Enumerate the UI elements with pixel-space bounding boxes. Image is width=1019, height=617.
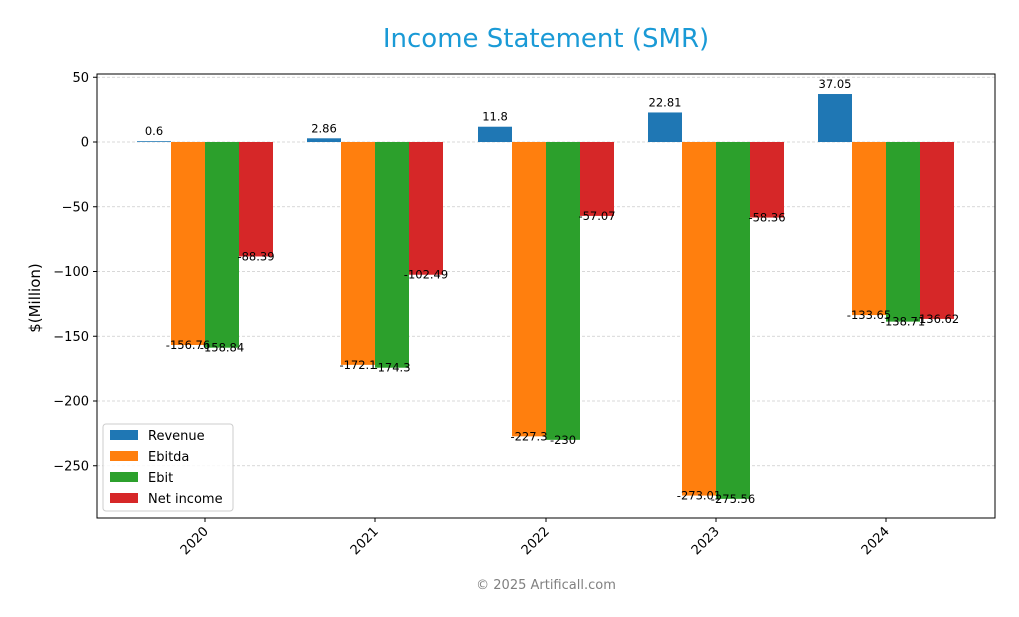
data-label: 11.8 [482,110,508,124]
data-label: -172.1 [339,358,376,372]
data-label: -230 [550,433,576,447]
x-tick-label: 2021 [348,524,382,558]
bar-ebitda [852,142,886,316]
bar-revenue [478,126,512,142]
bar-revenue [648,112,682,142]
y-axis-label: $(Million) [26,263,44,333]
bar-ebit [886,142,920,322]
bar-ebit [375,142,409,368]
y-tick-label: −50 [62,200,89,215]
bar-net-income [750,142,784,218]
data-label: -158.84 [200,341,244,355]
y-tick-label: −250 [53,459,89,474]
data-labels-layer: 0.6 2.86 11.8 22.81 37.05 -156.76 -172.1 -227.3… [145,77,959,506]
data-label: -156.76 [166,338,210,352]
legend-swatch [110,430,138,440]
bar-ebit [205,142,239,348]
bar-net-income [239,142,273,257]
data-label: -275.56 [711,492,755,506]
legend-label: Net income [148,492,223,507]
data-label: -227.3 [510,429,547,443]
data-label: -58.36 [748,211,785,225]
y-tick-label: 0 [81,136,89,151]
bar-ebitda [512,142,546,437]
y-axis: 50 0 −50 −100 −150 −200 −250 [53,71,97,474]
legend: Revenue Ebitda Ebit Net income [102,423,234,512]
data-label: -138.71 [881,315,925,329]
data-label: 37.05 [819,77,852,91]
data-label: -136.62 [915,312,959,326]
x-tick-label: 2023 [689,524,723,558]
legend-swatch [110,493,138,503]
legend-swatch [110,472,138,482]
chart-title: Income Statement (SMR) [383,24,709,54]
footer-copyright: © 2025 Artificall.com [476,578,616,593]
bar-net-income [580,142,614,216]
data-label: 22.81 [649,95,682,109]
y-tick-label: 50 [72,71,89,86]
legend-label: Ebitda [148,450,189,465]
x-tick-label: 2020 [178,524,212,558]
data-label: -102.49 [404,268,448,282]
bar-revenue [307,138,341,142]
legend-label: Ebit [148,471,173,486]
legend-label: Revenue [148,429,205,444]
bar-ebitda [341,142,375,365]
bars-layer [137,94,954,499]
y-tick-label: −100 [53,265,89,280]
bar-ebitda [171,142,205,346]
bar-ebitda [682,142,716,496]
data-label: -273.01 [677,489,721,503]
y-tick-label: −150 [53,330,89,345]
data-label: -174.3 [373,361,410,375]
bar-net-income [920,142,954,319]
x-tick-label: 2022 [519,524,553,558]
bar-revenue [137,141,171,142]
bar-net-income [409,142,443,275]
data-label: -88.39 [237,249,274,263]
legend-swatch [110,451,138,461]
y-tick-label: −200 [53,395,89,410]
data-label: -57.07 [578,209,615,223]
bar-revenue [818,94,852,142]
data-label: 2.86 [311,121,337,135]
x-tick-label: 2024 [859,524,893,558]
bar-ebit [716,142,750,499]
data-label: 0.6 [145,124,163,138]
legend-box [102,423,234,512]
x-axis: 2020 2021 2022 2023 2024 [178,518,893,558]
bar-ebit [546,142,580,440]
data-label: -133.65 [847,308,891,322]
